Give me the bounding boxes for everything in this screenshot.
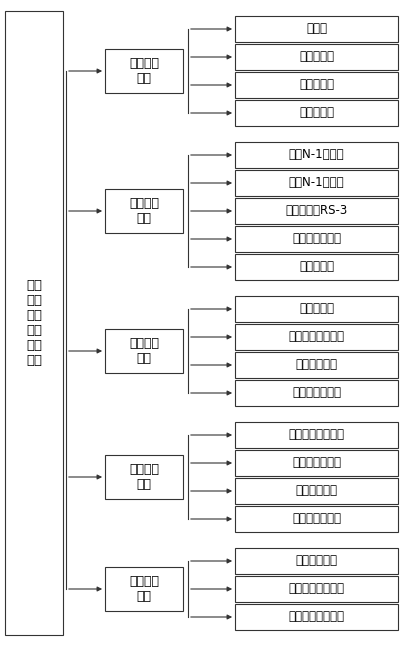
Text: 供电可靠率RS-3: 供电可靠率RS-3: [285, 205, 348, 217]
Text: 负荷增长率: 负荷增长率: [299, 106, 334, 120]
Bar: [235, 142, 398, 168]
Text: 中压线路联络率: 中压线路联络率: [292, 456, 341, 470]
Bar: [235, 324, 398, 350]
Bar: [235, 352, 398, 378]
Text: 主变N-1通过率: 主变N-1通过率: [289, 177, 344, 189]
Bar: [105, 567, 183, 611]
Text: 电力客户服务系统: 电力客户服务系统: [288, 583, 344, 595]
Text: 线变老旧率: 线变老旧率: [299, 78, 334, 92]
Bar: [105, 49, 183, 93]
Bar: [235, 548, 398, 574]
Bar: [235, 198, 398, 224]
Text: 电量总缺口: 电量总缺口: [299, 50, 334, 64]
Text: 清洁能源发电占比: 清洁能源发电占比: [288, 429, 344, 442]
Bar: [235, 604, 398, 630]
Text: 县域
电网
发展
需求
指标
体系: 县域 电网 发展 需求 指标 体系: [26, 279, 42, 367]
Bar: [235, 226, 398, 252]
Text: 基础供电
需求: 基础供电 需求: [129, 57, 159, 85]
Bar: [235, 170, 398, 196]
Bar: [235, 422, 398, 448]
Bar: [105, 189, 183, 233]
Bar: [235, 254, 398, 280]
Bar: [5, 11, 63, 635]
Text: 系统设备利用效率: 系统设备利用效率: [288, 330, 344, 343]
Text: 综合线损率: 综合线损率: [299, 302, 334, 316]
Text: 配电自动化覆盖率: 配电自动化覆盖率: [288, 611, 344, 624]
Bar: [105, 329, 183, 373]
Bar: [235, 100, 398, 126]
Text: 容载比: 容载比: [306, 23, 327, 35]
Text: 智能电表比例: 智能电表比例: [295, 555, 337, 567]
Bar: [235, 16, 398, 42]
Text: 可转移负荷占比: 可转移负荷占比: [292, 512, 341, 526]
Text: 最大利用小时数: 最大利用小时数: [292, 387, 341, 399]
Bar: [235, 44, 398, 70]
Text: 线路绝缘化率: 线路绝缘化率: [295, 359, 337, 371]
Text: 智能交互
需求: 智能交互 需求: [129, 575, 159, 603]
Text: 经济高效
需求: 经济高效 需求: [129, 337, 159, 365]
Text: 环保协调
需求: 环保协调 需求: [129, 463, 159, 491]
Bar: [235, 506, 398, 532]
Bar: [235, 450, 398, 476]
Bar: [235, 296, 398, 322]
Text: 线变重载率: 线变重载率: [299, 260, 334, 274]
Text: 综合电压合格率: 综合电压合格率: [292, 233, 341, 246]
Text: 线变容量配比: 线变容量配比: [295, 484, 337, 498]
Bar: [235, 72, 398, 98]
Bar: [235, 478, 398, 504]
Bar: [105, 455, 183, 499]
Text: 可靠优质
需求: 可靠优质 需求: [129, 197, 159, 225]
Text: 线路N-1通过率: 线路N-1通过率: [289, 149, 344, 161]
Bar: [235, 576, 398, 602]
Bar: [235, 380, 398, 406]
